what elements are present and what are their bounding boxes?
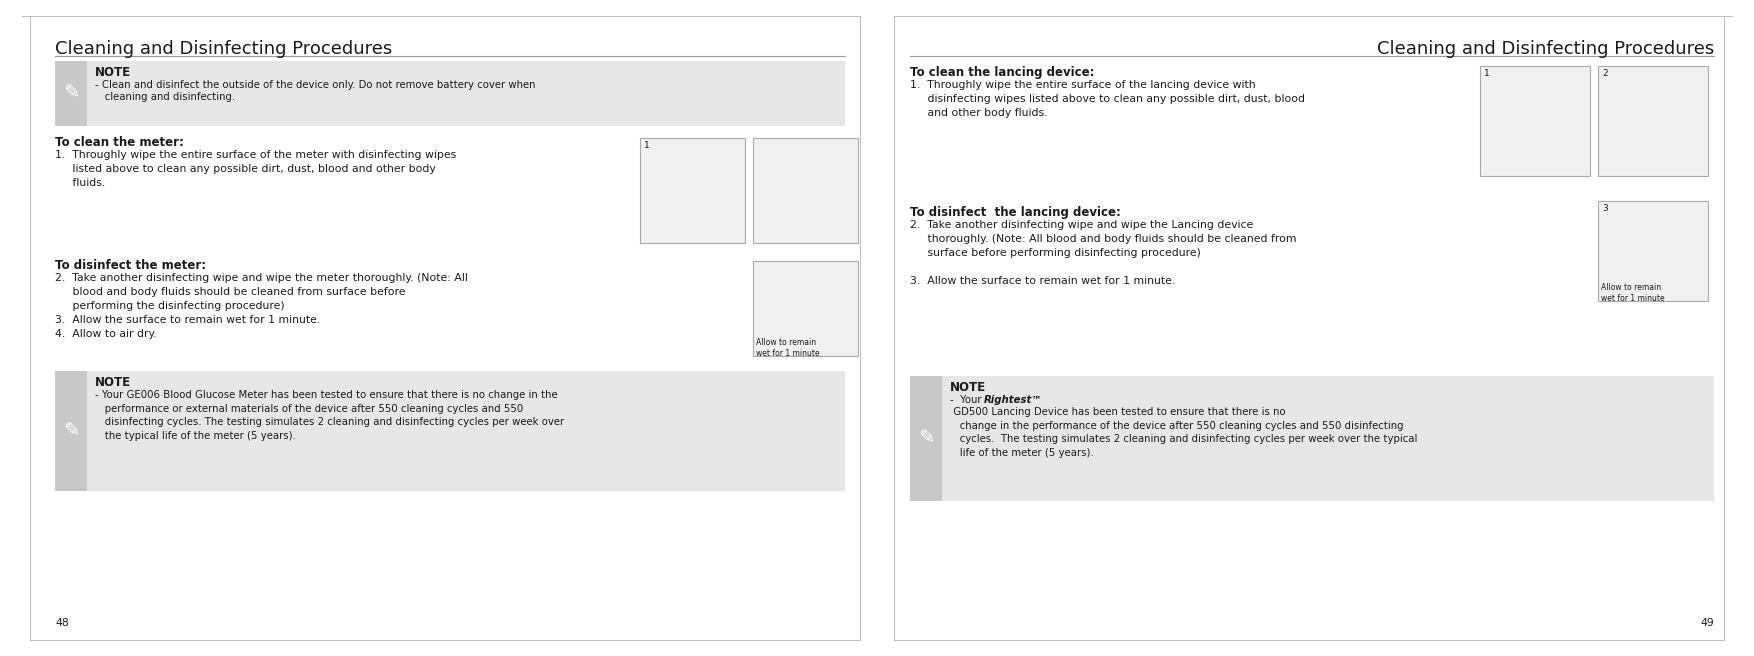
Text: NOTE: NOTE	[95, 376, 132, 389]
Text: -  Your: - Your	[951, 395, 984, 405]
Text: ✎: ✎	[917, 429, 935, 448]
Text: NOTE: NOTE	[95, 66, 132, 79]
Bar	[1598, 66, 1708, 176]
Text: ✎: ✎	[63, 422, 79, 440]
Bar	[752, 138, 858, 243]
Text: 49: 49	[1700, 618, 1714, 628]
Bar	[640, 138, 745, 243]
Text: 1: 1	[1484, 69, 1489, 78]
Text: Cleaning and Disinfecting Procedures: Cleaning and Disinfecting Procedures	[1377, 40, 1714, 58]
Bar	[54, 371, 88, 491]
Bar	[54, 61, 845, 126]
Text: GD500 Lancing Device has been tested to ensure that there is no
   change in the: GD500 Lancing Device has been tested to …	[951, 407, 1417, 458]
Text: 48: 48	[54, 618, 68, 628]
Text: 1.  Throughly wipe the entire surface of the lancing device with
     disinfecti: 1. Throughly wipe the entire surface of …	[910, 80, 1305, 118]
Text: - Your GE006 Blood Glucose Meter has been tested to ensure that there is no chan: - Your GE006 Blood Glucose Meter has bee…	[95, 390, 565, 441]
Text: To clean the lancing device:: To clean the lancing device:	[910, 66, 1094, 79]
Text: 2.  Take another disinfecting wipe and wipe the meter thoroughly. (Note: All
   : 2. Take another disinfecting wipe and wi…	[54, 273, 468, 339]
Bar	[1598, 201, 1708, 301]
Text: 1: 1	[644, 141, 649, 150]
Text: Cleaning and Disinfecting Procedures: Cleaning and Disinfecting Procedures	[54, 40, 393, 58]
Text: NOTE: NOTE	[951, 381, 986, 394]
Text: Allow to remain
wet for 1 minute: Allow to remain wet for 1 minute	[1601, 283, 1665, 303]
Bar	[910, 376, 1714, 501]
Bar	[54, 371, 845, 491]
Text: 3: 3	[1601, 204, 1608, 213]
Text: cleaning and disinfecting.: cleaning and disinfecting.	[95, 92, 235, 102]
Text: To disinfect  the lancing device:: To disinfect the lancing device:	[910, 206, 1121, 219]
Text: Allow to remain
wet for 1 minute: Allow to remain wet for 1 minute	[756, 338, 819, 358]
Text: ✎: ✎	[63, 84, 79, 103]
Text: 1.  Throughly wipe the entire surface of the meter with disinfecting wipes
     : 1. Throughly wipe the entire surface of …	[54, 150, 456, 188]
Text: - Clean and disinfect the outside of the device only. Do not remove battery cove: - Clean and disinfect the outside of the…	[95, 80, 535, 90]
Bar	[752, 261, 858, 356]
Bar	[910, 376, 942, 501]
Text: 2: 2	[1601, 69, 1608, 78]
Text: 2.  Take another disinfecting wipe and wipe the Lancing device
     thoroughly. : 2. Take another disinfecting wipe and wi…	[910, 220, 1296, 286]
Text: To clean the meter:: To clean the meter:	[54, 136, 184, 149]
Bar	[1480, 66, 1589, 176]
Text: Rightest™: Rightest™	[984, 395, 1042, 405]
Text: To disinfect the meter:: To disinfect the meter:	[54, 259, 207, 272]
Bar	[54, 61, 88, 126]
